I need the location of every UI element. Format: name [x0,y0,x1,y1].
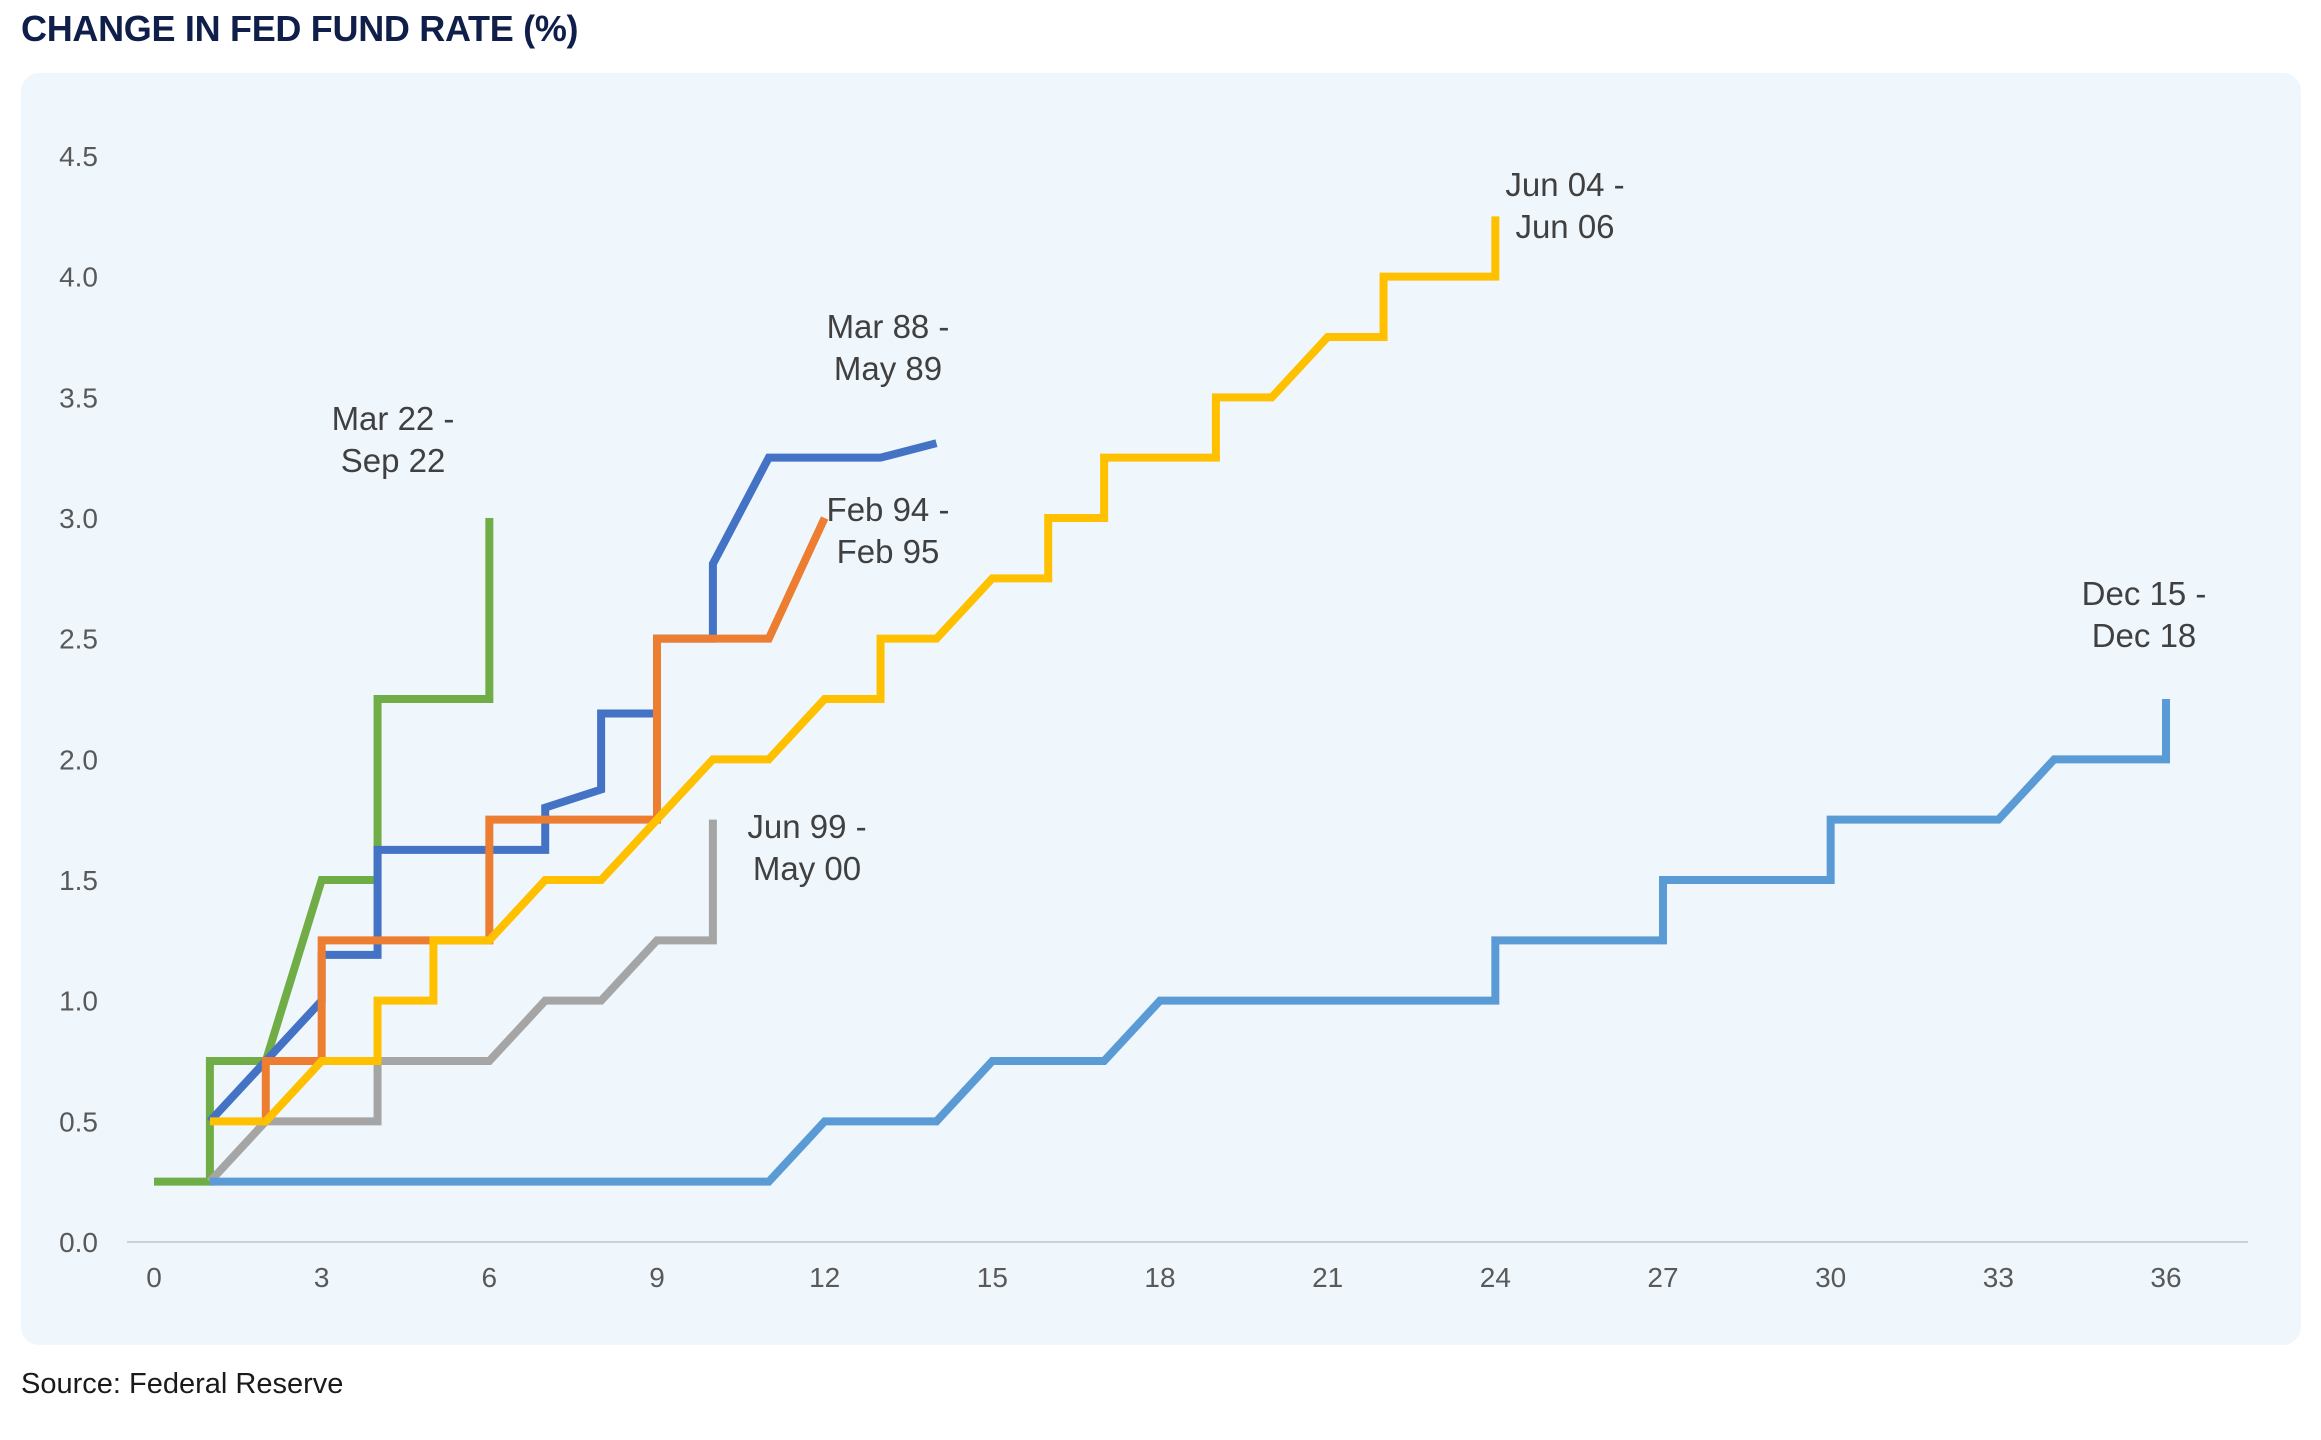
x-tick-label: 3 [314,1262,330,1293]
y-tick-label: 3.0 [59,503,98,534]
series-label: Dec 15 - Dec 18 [2082,575,2207,654]
x-tick-label: 15 [977,1262,1008,1293]
series-label: Mar 22 - Sep 22 [332,400,455,479]
series-label-line: Sep 22 [341,442,446,479]
series-label: Jun 04 - Jun 06 [1505,166,1624,245]
y-tick-label: 1.5 [59,865,98,896]
series-label-line: Feb 94 - [827,491,950,528]
series-label-line: Dec 18 [2092,617,2197,654]
series-line [154,518,494,1186]
series-line [209,216,1500,1126]
x-tick-label: 36 [2150,1262,2181,1293]
x-tick-label: 0 [146,1262,162,1293]
series-line [209,699,2170,1186]
x-tick-label: 30 [1815,1262,1846,1293]
series-line [206,439,938,1125]
series-line [206,819,717,1185]
x-tick-label: 33 [1983,1262,2014,1293]
series-label: Mar 88 - May 89 [827,308,950,387]
series-label-line: May 00 [753,850,861,887]
y-tick-label: 2.0 [59,744,98,775]
series-label-line: Jun 06 [1515,208,1614,245]
y-tick-label: 2.5 [59,624,98,655]
y-tick-label: 3.5 [59,382,98,413]
x-tick-label: 18 [1144,1262,1175,1293]
y-axis-ticks: 0.0 0.5 1.0 1.5 2.0 2.5 3.0 3.5 4.0 4.5 [59,141,98,1258]
series-label-line: Jun 99 - [747,808,866,845]
x-tick-label: 24 [1480,1262,1511,1293]
source-note: Source: Federal Reserve [21,1368,344,1400]
series-label-line: Mar 88 - [827,308,950,345]
x-axis-ticks: 0 3 6 9 12 15 18 21 24 27 30 33 36 [146,1262,2181,1293]
x-tick-label: 6 [482,1262,498,1293]
x-tick-label: 21 [1312,1262,1343,1293]
series-lines [154,216,2170,1186]
series-line [261,516,829,1122]
x-tick-label: 9 [649,1262,665,1293]
y-tick-label: 4.0 [59,262,98,293]
series-label-line: Feb 95 [837,533,940,570]
y-tick-label: 4.5 [59,141,98,172]
x-tick-label: 27 [1647,1262,1678,1293]
y-tick-label: 0.0 [59,1227,98,1258]
series-label: Feb 94 - Feb 95 [827,491,950,570]
chart-title: CHANGE IN FED FUND RATE (%) [21,8,579,49]
series-label: Jun 99 - May 00 [747,808,866,887]
series-label-line: Dec 15 - [2082,575,2207,612]
y-tick-label: 1.0 [59,986,98,1017]
series-label-line: May 89 [834,350,942,387]
chart-panel [21,73,2301,1345]
series-label-line: Mar 22 - [332,400,455,437]
series-label-line: Jun 04 - [1505,166,1624,203]
y-tick-label: 0.5 [59,1106,98,1137]
x-tick-label: 12 [809,1262,840,1293]
